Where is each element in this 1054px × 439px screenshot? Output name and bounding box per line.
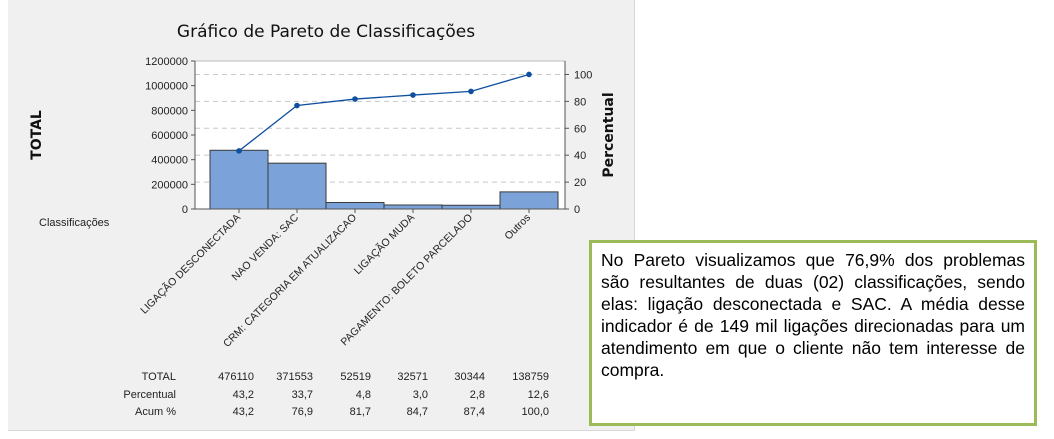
right-axis-tick-label: 40 xyxy=(574,150,586,162)
table-cell: 52519 xyxy=(340,371,371,383)
table-cell: 43,2 xyxy=(233,389,254,401)
table-row-label: Acum % xyxy=(135,406,176,418)
pareto-bar xyxy=(267,162,327,210)
table-cell: 84,7 xyxy=(407,406,428,418)
left-axis-tick-label: 600000 xyxy=(151,130,188,142)
cumulative-point xyxy=(352,96,358,102)
table-cell: 30344 xyxy=(454,371,485,383)
right-axis-title: Percentual xyxy=(601,92,617,177)
pareto-bar xyxy=(383,204,443,210)
cumulative-point xyxy=(526,71,532,78)
category-label: CRM: CATEGORIA EM ATUALIZACAO xyxy=(221,212,359,350)
right-axis-tick-label: 0 xyxy=(574,204,580,216)
left-axis-tick-label: 0 xyxy=(182,204,188,216)
table-row-label: TOTAL xyxy=(142,371,176,383)
table-cell: 3,0 xyxy=(413,389,428,401)
left-axis-tick-label: 200000 xyxy=(151,179,188,191)
table-cell: 33,7 xyxy=(292,389,313,401)
table-cell: 100,0 xyxy=(521,406,549,418)
chart-panel: 0 200000 400000 600000 800000 1000000 1200000 0… xyxy=(8,0,635,431)
annotation-text: No Pareto visualizamos que 76,9% dos pro… xyxy=(601,250,1025,380)
right-axis-tick-label: 20 xyxy=(574,177,586,189)
table-cell: 76,9 xyxy=(292,406,313,418)
cumulative-point xyxy=(410,92,416,98)
cumulative-point xyxy=(294,102,300,109)
category-label: Outros xyxy=(502,212,533,243)
table-row-label: Percentual xyxy=(123,389,176,401)
table-cell: 81,7 xyxy=(350,406,371,418)
table-cell: 138759 xyxy=(512,371,549,383)
table-cell: 371553 xyxy=(276,371,313,383)
right-axis-tick-label: 80 xyxy=(574,96,586,108)
table-cell: 43,2 xyxy=(233,406,254,418)
table-cell: 12,6 xyxy=(528,389,549,401)
table-cell: 4,8 xyxy=(356,389,371,401)
left-axis-tick-label: 1000000 xyxy=(145,81,188,93)
cumulative-point xyxy=(236,148,242,154)
left-axis-tick-label: 400000 xyxy=(151,155,188,167)
category-label: LIGAÇÃO DESCONECTADA xyxy=(138,211,244,317)
annotation-box: No Pareto visualizamos que 76,9% dos pro… xyxy=(589,240,1037,426)
right-axis-tick-label: 60 xyxy=(574,123,586,135)
pareto-bar xyxy=(441,204,501,210)
pareto-chart: 0 200000 400000 600000 800000 1000000 1200000 0… xyxy=(29,22,617,418)
pareto-bar xyxy=(325,202,385,210)
pareto-bar xyxy=(499,191,559,210)
table-cell: 32571 xyxy=(397,371,428,383)
table-cell: 87,4 xyxy=(464,406,485,418)
cumulative-line xyxy=(238,73,530,152)
pareto-bar xyxy=(209,149,269,210)
chart-title: Gráfico de Pareto de Classificações xyxy=(177,22,475,42)
table-cell: 2,8 xyxy=(470,389,485,401)
left-axis-tick-label: 1200000 xyxy=(145,56,188,68)
category-label: PAGAMENTO: BOLETO PARCELADO xyxy=(338,212,475,349)
left-axis-title: TOTAL xyxy=(29,110,45,160)
left-axis-tick-label: 800000 xyxy=(151,105,188,117)
x-axis-title: Classificações xyxy=(39,217,110,229)
right-axis-tick-label: 100 xyxy=(574,69,592,81)
table-cell: 476110 xyxy=(218,371,254,383)
cumulative-point xyxy=(468,88,474,95)
category-label: LIGAÇÃO MUDA xyxy=(351,211,417,277)
